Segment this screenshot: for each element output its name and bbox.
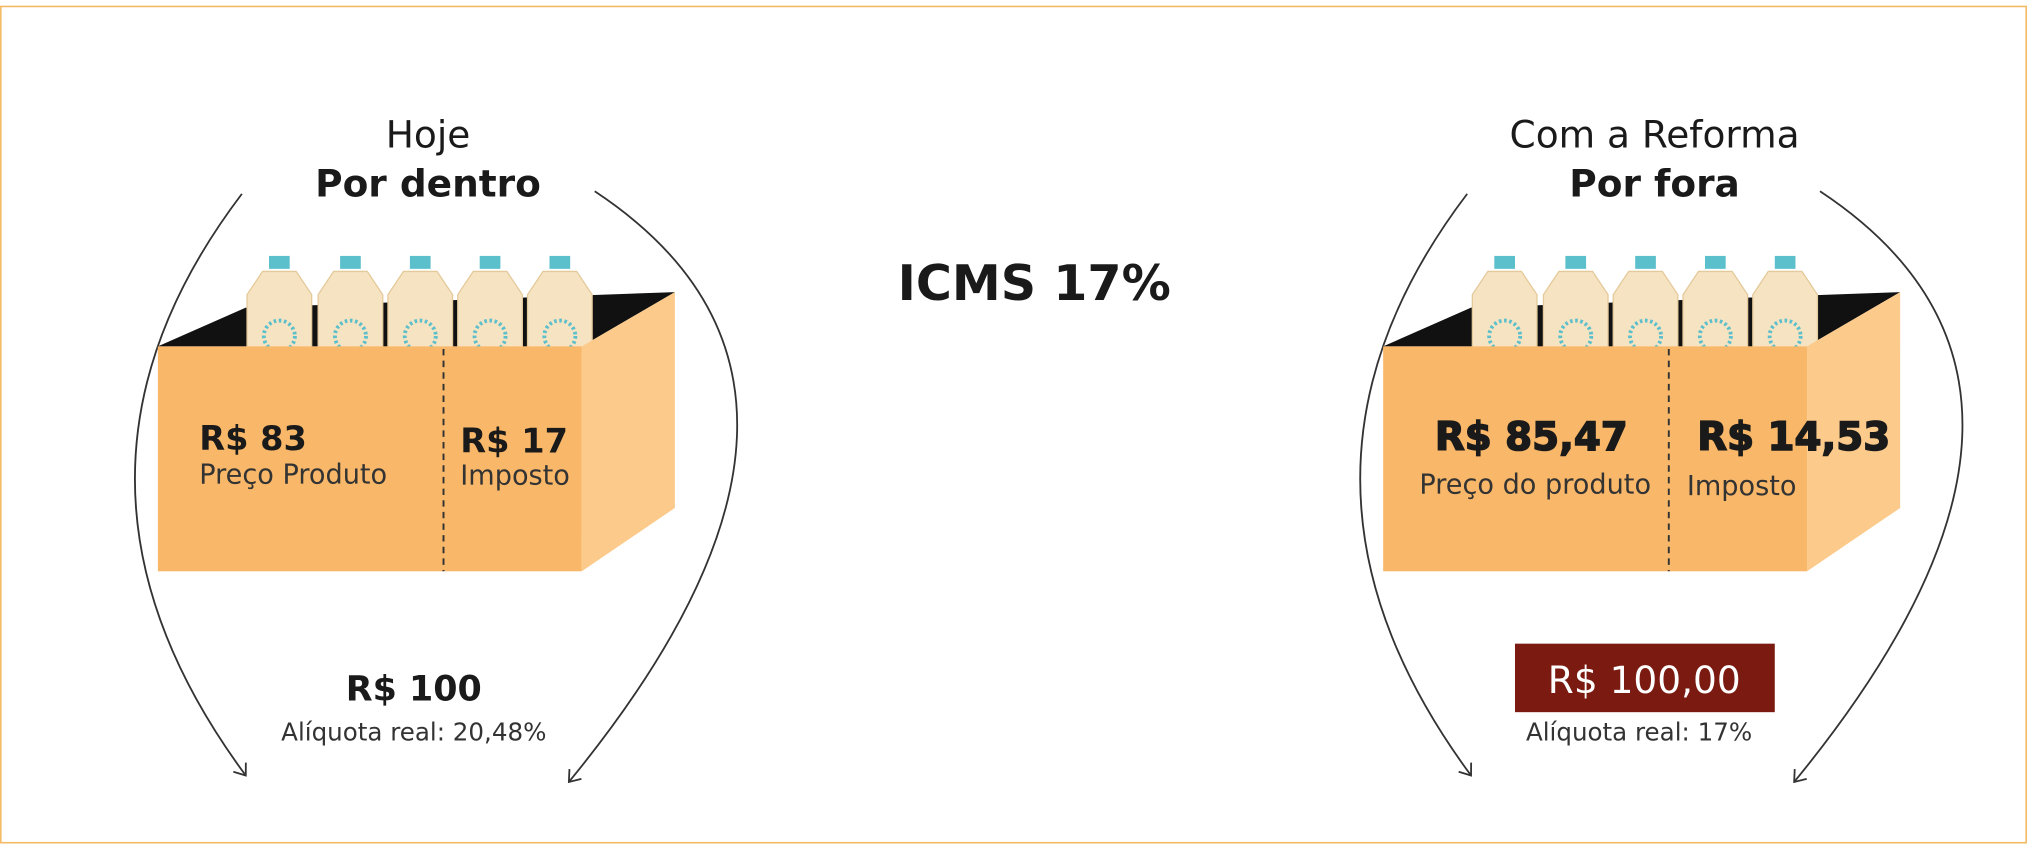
price-label: Preço Produto (199, 459, 387, 490)
price-label: Preço do produto (1419, 470, 1651, 501)
panel-title: Hoje (386, 112, 471, 156)
total: R$ 100 (346, 670, 482, 710)
rate: Alíquota real: 20,48% (281, 718, 546, 747)
tax-value: R$ 17 (460, 421, 568, 460)
product-box (158, 256, 675, 571)
panel-title: Com a Reforma (1510, 112, 1800, 156)
tax-label: Imposto (1687, 471, 1797, 502)
panel-reform: Com a Reforma Por fora R$ 85,47 Preço do… (1360, 112, 1962, 782)
panel-subtitle: Por dentro (315, 161, 541, 205)
infographic: ICMS 17% Hoje Por dentro R$ 83 Preço Pro… (0, 0, 2027, 844)
tax-label: Imposto (460, 461, 570, 492)
tax-value: R$ 14,53 (1697, 415, 1890, 460)
center-title: ICMS 17% (898, 254, 1171, 312)
panel-subtitle: Por fora (1569, 161, 1740, 205)
product-box (1383, 256, 1900, 571)
panel-today: Hoje Por dentro R$ 83 Preço Produto R$ 1… (135, 112, 737, 782)
rate: Alíquota real: 17% (1526, 718, 1752, 747)
price-value: R$ 83 (199, 419, 307, 458)
price-value: R$ 85,47 (1435, 415, 1628, 460)
total: R$ 100,00 (1548, 658, 1741, 702)
